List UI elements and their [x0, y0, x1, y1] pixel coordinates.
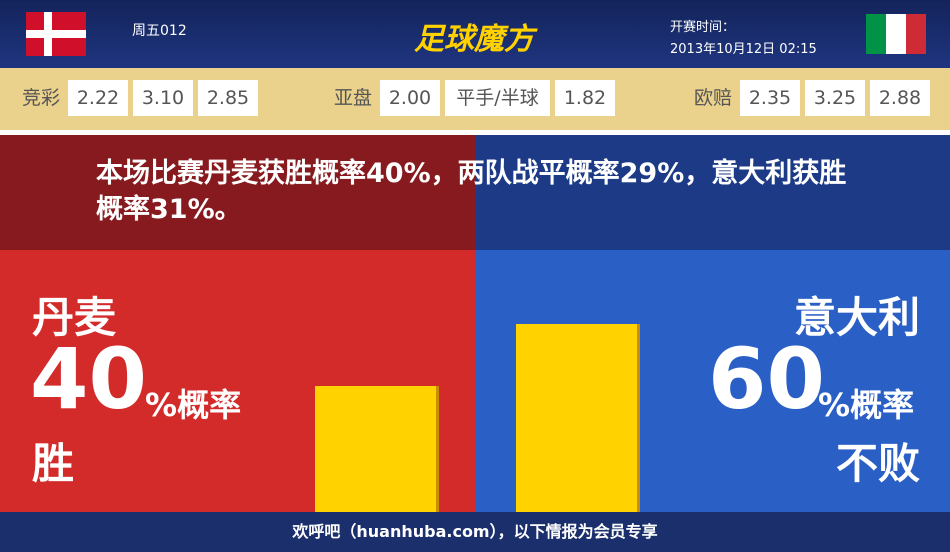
odds-value: 2.35 [740, 80, 800, 116]
percent: 60 [708, 330, 825, 428]
team-name: 意大利 [793, 293, 920, 342]
team-name: 丹麦 [32, 293, 117, 342]
odds-value: 平手/半球 [445, 80, 550, 116]
denmark-flag [26, 12, 86, 56]
odds-label: 竞彩 [22, 87, 61, 109]
bar [315, 386, 436, 512]
summary-bg-right [476, 135, 950, 250]
odds-value: 3.10 [133, 80, 193, 116]
odds-value: 1.82 [555, 80, 615, 116]
odds-value: 2.00 [380, 80, 440, 116]
odds-value: 3.25 [805, 80, 865, 116]
header: 周五012 足球魔方 开赛时间： 2013年10月12日 02:15 [0, 0, 950, 68]
percent-unit: %概率 [145, 386, 242, 424]
summary-bg-left [0, 135, 476, 250]
kickoff-label: 开赛时间： [670, 20, 736, 35]
footer: 欢呼吧（huanhuba.com），以下情报为会员专享 [0, 512, 950, 552]
logo: 足球魔方 [414, 22, 534, 57]
odds-value: 2.88 [870, 80, 930, 116]
odds-row: 竞彩 2.22 3.10 2.85 亚盘 2.00 平手/半球 1.82 欧赔 … [0, 68, 950, 130]
result: 不败 [835, 439, 920, 488]
bar [516, 323, 637, 512]
percent: 40 [30, 330, 147, 428]
odds-value: 2.22 [68, 80, 128, 116]
italy-flag [866, 14, 926, 54]
match-code: 周五012 [132, 23, 187, 39]
kickoff-time: 2013年10月12日 02:15 [670, 42, 817, 57]
odds-value: 2.85 [198, 80, 258, 116]
summary: 本场比赛丹麦获胜概率40%，两队战平概率29%，意大利获胜概率31%。 [96, 158, 847, 225]
result: 胜 [32, 439, 75, 488]
odds-label: 亚盘 [334, 87, 373, 109]
percent-unit: %概率 [818, 386, 915, 424]
odds-label: 欧赔 [694, 87, 733, 109]
